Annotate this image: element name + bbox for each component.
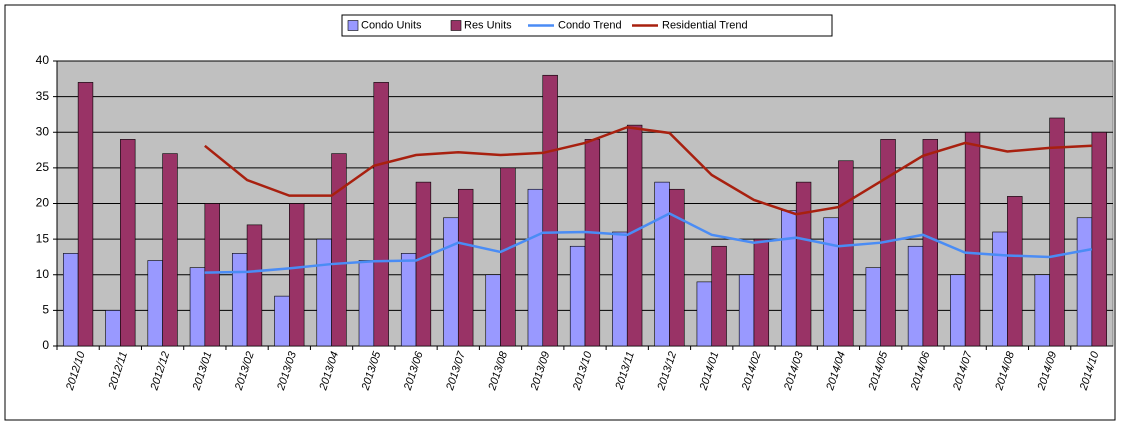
bar — [542, 74, 558, 347]
bar — [795, 181, 812, 347]
legend-swatch — [347, 20, 359, 31]
bar — [992, 231, 1008, 347]
bar — [77, 82, 94, 347]
y-tick-label: 35 — [36, 89, 50, 103]
bar — [120, 139, 136, 347]
bar — [443, 217, 459, 347]
bar — [696, 281, 713, 347]
bar — [457, 188, 474, 347]
legend-swatch — [450, 20, 462, 31]
bar — [711, 245, 727, 347]
bar — [865, 267, 881, 347]
bar — [105, 310, 121, 347]
bar — [189, 267, 206, 347]
bar — [626, 124, 643, 347]
bar — [1034, 274, 1050, 347]
bar — [950, 274, 966, 347]
y-tick-label: 20 — [36, 196, 50, 210]
bar — [1049, 117, 1065, 347]
y-tick-label: 10 — [36, 267, 50, 281]
bar — [147, 260, 163, 347]
bar — [569, 245, 586, 347]
legend-box — [341, 14, 833, 37]
y-tick-label: 40 — [36, 53, 50, 67]
bar — [331, 153, 347, 347]
bar — [527, 188, 544, 347]
bar — [204, 203, 220, 347]
bar — [400, 253, 417, 347]
bar — [654, 181, 670, 347]
bar — [500, 167, 516, 347]
y-tick-label: 5 — [42, 303, 49, 317]
bar — [584, 139, 601, 347]
bar — [1076, 217, 1093, 347]
bar — [231, 253, 248, 347]
legend-label: Res Units — [464, 19, 512, 31]
bar — [316, 238, 332, 347]
bar — [922, 139, 939, 347]
y-tick-label: 30 — [36, 124, 50, 138]
bar — [63, 253, 79, 347]
bar — [753, 238, 770, 347]
bar — [738, 274, 755, 347]
y-tick-label: 25 — [36, 160, 50, 174]
bar — [838, 160, 854, 347]
legend-label: Condo Trend — [558, 19, 622, 31]
legend-label: Condo Units — [361, 19, 422, 31]
bar — [415, 181, 432, 347]
y-tick-label: 15 — [36, 231, 50, 245]
bar — [274, 295, 290, 347]
bar — [373, 82, 389, 347]
bar — [964, 131, 981, 347]
bar — [823, 217, 839, 347]
bar — [162, 153, 178, 347]
bar — [358, 260, 375, 347]
trend-line — [204, 125, 1092, 216]
legend-label: Residential Trend — [662, 19, 748, 31]
bar — [907, 245, 924, 347]
bar — [1091, 131, 1107, 347]
bar — [485, 274, 501, 347]
bar — [1007, 196, 1023, 347]
bar — [669, 188, 685, 347]
y-tick-label: 0 — [42, 338, 49, 352]
bar — [612, 231, 628, 347]
bar — [246, 224, 263, 347]
bar — [781, 210, 797, 347]
bar — [289, 203, 305, 347]
trend-line — [204, 212, 1093, 274]
